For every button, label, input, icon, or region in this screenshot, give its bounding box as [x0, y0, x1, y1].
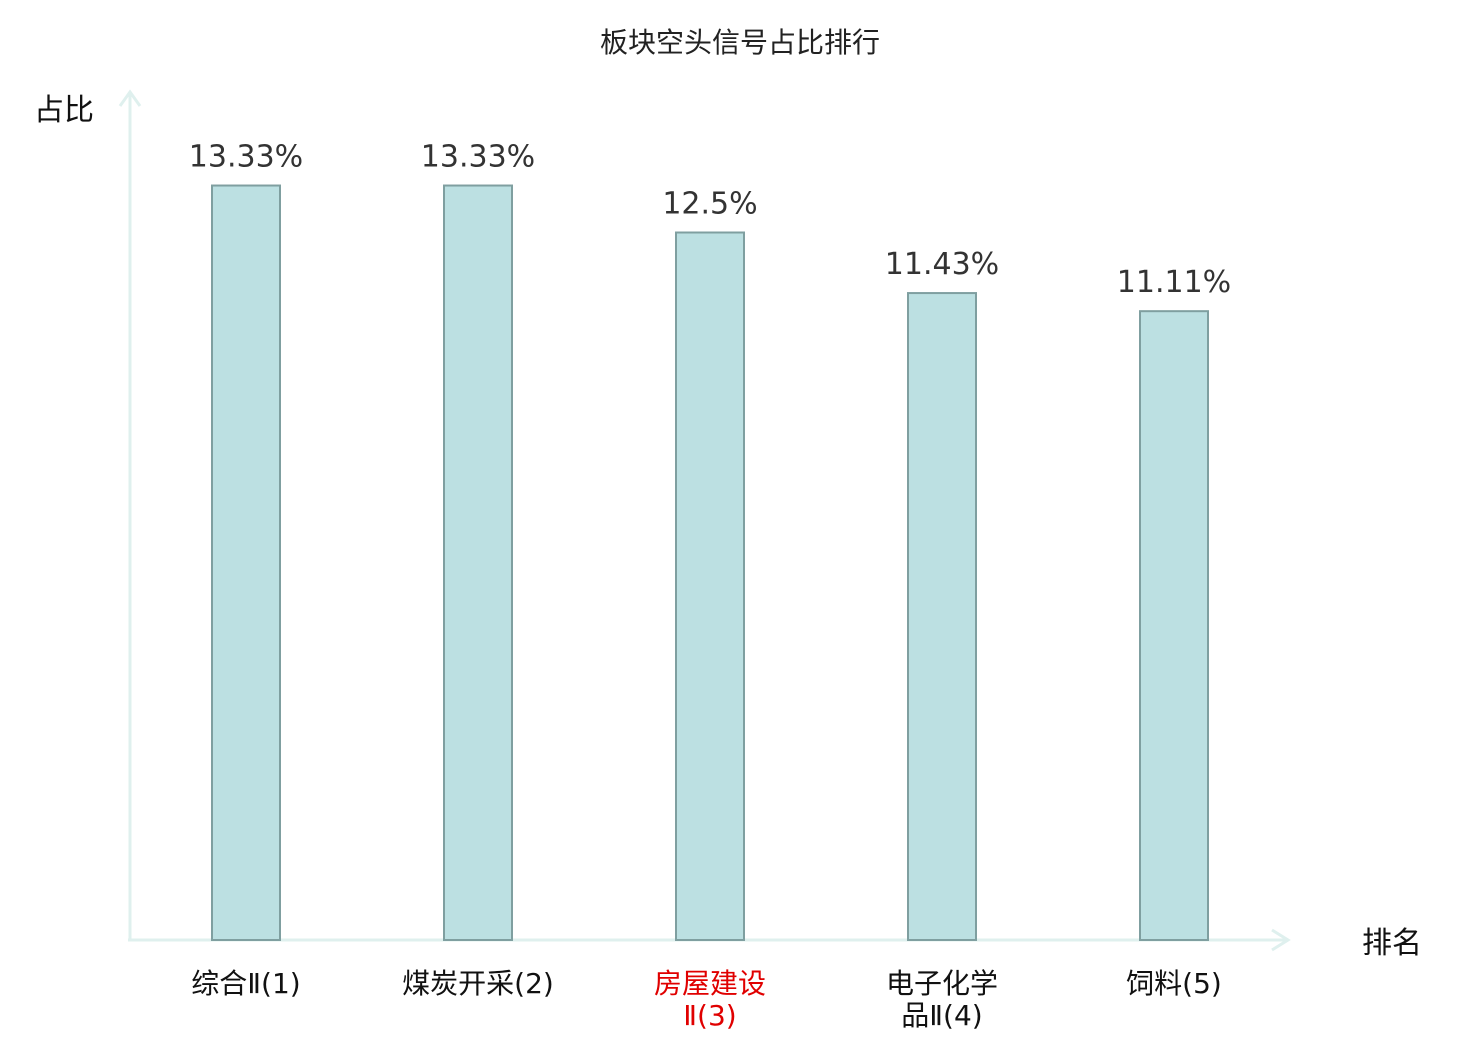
- bar-5: [1139, 310, 1209, 941]
- category-label-3-line2: Ⅱ(3): [683, 999, 736, 1032]
- value-label-1: 13.33%: [189, 140, 303, 175]
- x-axis-arrow: [1271, 928, 1291, 952]
- y-axis-label: 占比: [34, 93, 94, 128]
- category-label-4: 电子化学: [886, 967, 998, 1000]
- bar-2: [443, 184, 513, 942]
- y-axis-arrow: [118, 89, 142, 107]
- value-label-4: 11.43%: [885, 247, 999, 282]
- value-label-3: 12.5%: [662, 187, 757, 222]
- bar-1: [211, 184, 281, 942]
- category-label-3: 房屋建设: [654, 967, 766, 1000]
- bar-4: [907, 292, 977, 941]
- category-label-5: 饲料(5): [1126, 967, 1222, 1000]
- category-label-1: 综合Ⅱ(1): [191, 967, 300, 1000]
- value-label-5: 11.11%: [1117, 265, 1231, 300]
- bar-3: [675, 231, 745, 941]
- value-label-2: 13.33%: [421, 140, 535, 175]
- chart-title: 板块空头信号占比排行: [600, 26, 880, 59]
- category-label-4-line2: 品Ⅱ(4): [901, 999, 982, 1032]
- x-axis-label: 排名: [1362, 926, 1422, 961]
- category-label-2: 煤炭开采(2): [402, 967, 554, 1000]
